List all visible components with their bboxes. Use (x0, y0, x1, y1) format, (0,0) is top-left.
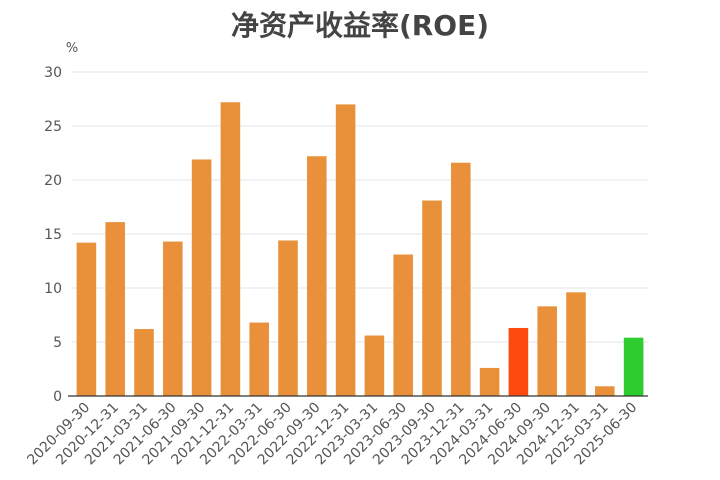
bar-2021-06-30 (163, 241, 183, 396)
bar-2020-12-31 (105, 222, 125, 396)
bar-2023-06-30 (393, 254, 413, 396)
chart-title: 净资产收益率(ROE) (230, 9, 490, 42)
y-tick-label: 25 (44, 119, 62, 135)
y-tick-label: 5 (53, 335, 62, 351)
y-tick-label: 0 (53, 389, 62, 405)
bar-2023-09-30 (422, 200, 442, 396)
bar-2025-03-31 (595, 386, 615, 396)
bar-2021-09-30 (191, 159, 212, 396)
bar-2024-06-30 (508, 327, 529, 396)
bar-2022-06-30 (278, 240, 298, 396)
bar-2021-03-31 (134, 329, 154, 396)
bar-2021-12-31 (220, 102, 241, 397)
bars (76, 102, 644, 397)
bar-2022-09-30 (307, 156, 327, 396)
y-tick-label: 30 (44, 65, 62, 81)
bar-2023-12-31 (451, 162, 471, 396)
bar-2024-03-31 (479, 367, 500, 396)
bar-2023-03-31 (364, 335, 385, 396)
y-tick-label: 20 (44, 173, 62, 189)
gridlines (72, 71, 648, 343)
bar-2020-09-30 (76, 242, 97, 396)
y-tick-label: 15 (44, 227, 62, 243)
bar-2022-12-31 (335, 104, 356, 397)
bar-2024-12-31 (566, 292, 586, 396)
bar-2024-09-30 (537, 306, 557, 396)
y-tick-label: 10 (44, 281, 62, 297)
bar-2022-03-31 (249, 322, 269, 396)
y-unit-label: % (66, 41, 78, 56)
bar-2025-06-30 (623, 337, 644, 396)
